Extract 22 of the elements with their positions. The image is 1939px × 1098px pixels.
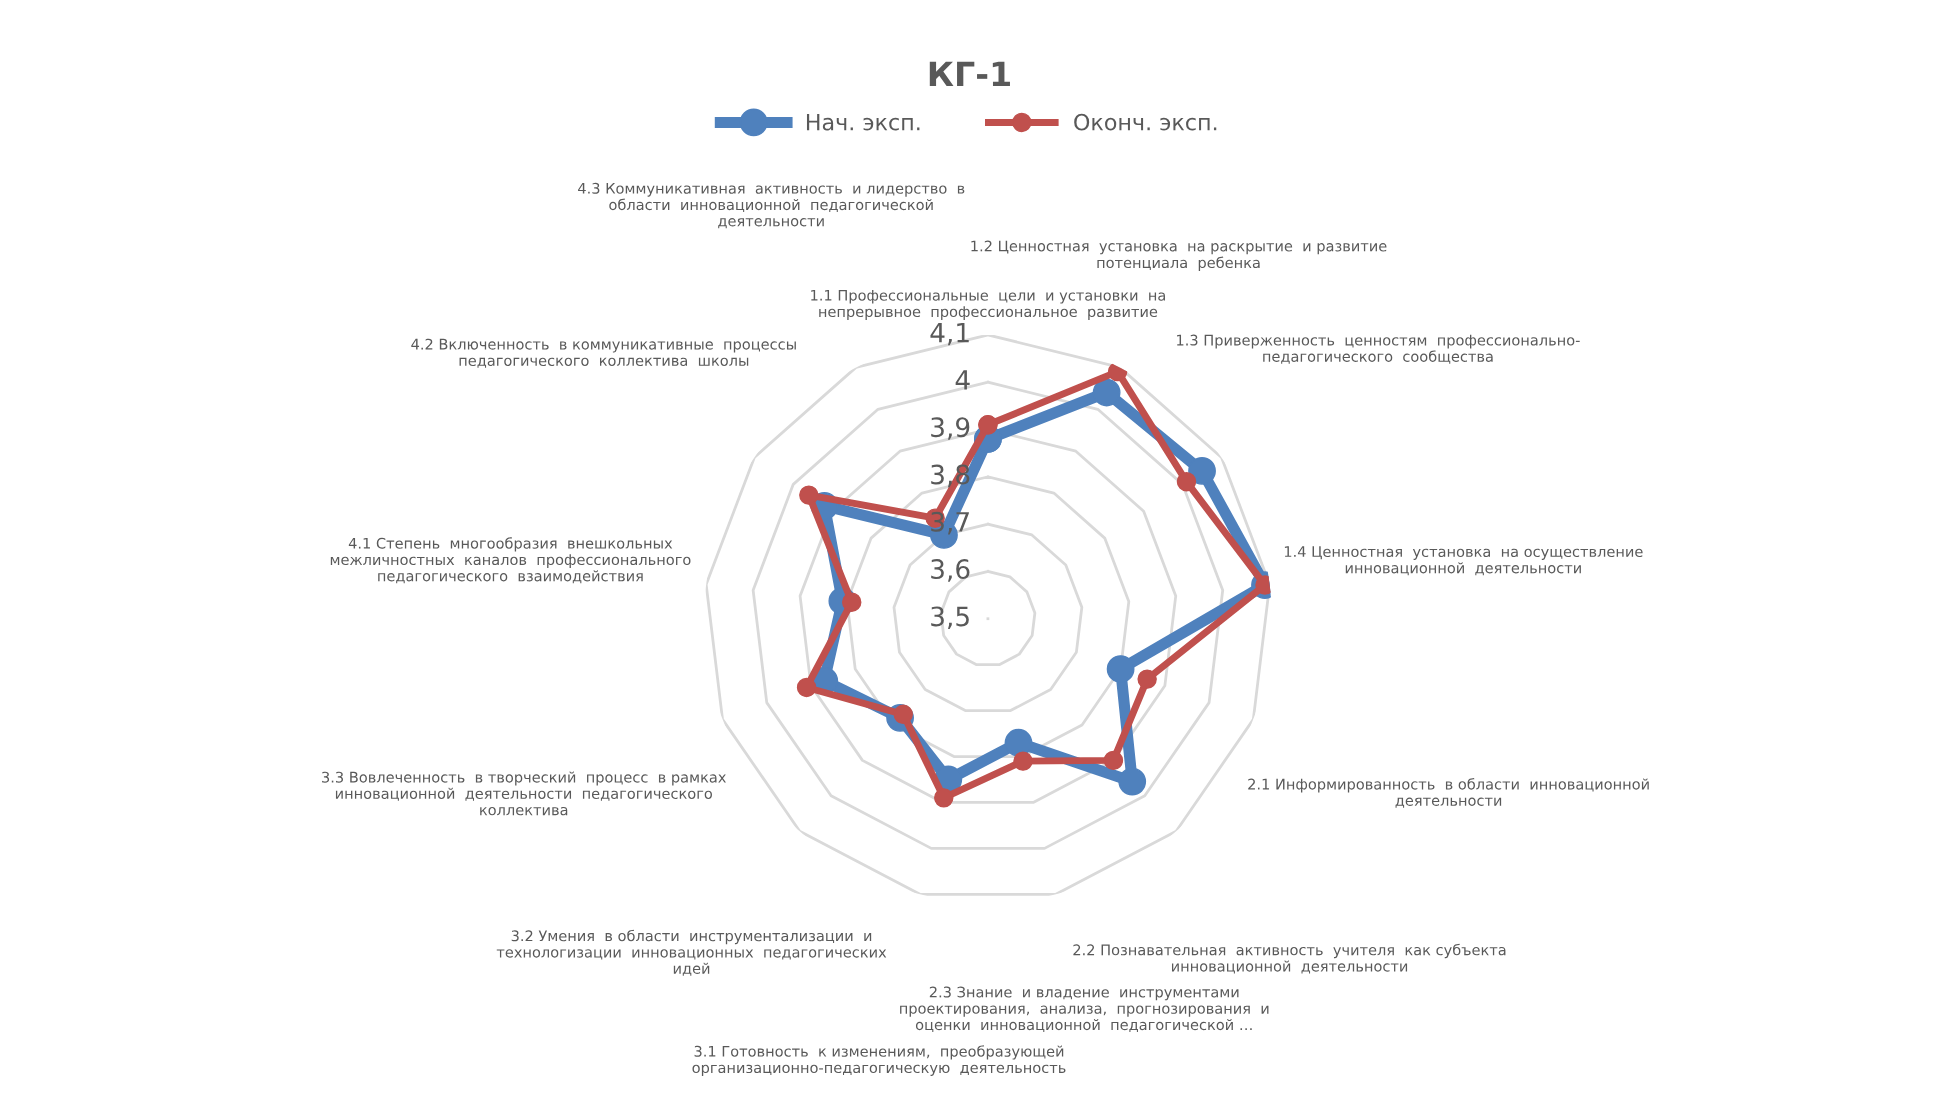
y-tick-label: 3,7	[931, 511, 969, 535]
y-tick-label: 3,5	[931, 606, 969, 630]
spoke-label: 1.3 Приверженность ценностям профессионально- педагогического сообщества	[1177, 334, 1580, 364]
y-tick-label: 3,9	[931, 417, 970, 440]
spoke-label: 4.2 Включенность в коммуникативные процессы педагогического коллектива школы	[411, 338, 796, 368]
spoke-label: 1.4 Ценностная установка на осуществление инновационной деятельности	[1284, 546, 1643, 576]
legend-label: Оконч. эксп.	[1074, 113, 1217, 131]
chart-title: КГ-1	[929, 61, 1010, 87]
spoke-label: 1.1 Профессиональные цели и установки на непрерывное профессиональное развитие	[811, 289, 1165, 320]
spoke-label: 2.2 Познавательная активность учителя как субъекта инновационной деятельности	[1073, 943, 1506, 974]
spoke-label: 2.1 Информированность в области инновационной деятельности	[1248, 778, 1649, 808]
spoke-label: 3.2 Умения в области инструментализации и технологизации инновационных педагогических идей	[496, 929, 887, 976]
spoke-label: 3.3 Вовлеченность в творческий процесс в рамках инновационной деятельности педагогического коллектива	[322, 771, 726, 816]
y-tick-label: 3,6	[931, 559, 970, 582]
legend-label: Нач. эксп.	[806, 114, 920, 131]
spoke-label: 4.1 Степень многообразия внешкольных межличностных каналов профессионального педагогического взаимодействия	[330, 537, 691, 584]
spoke-label: 2.3 Знание и владение инструментами проектирования, анализа, прогнозирования и оценки инновационной педагогической …	[900, 986, 1269, 1032]
spoke-label: 1.2 Ценностная установка на раскрытие и развитие потенциала ребенка	[971, 240, 1387, 271]
spoke-label: 3.1 Готовность к изменениям, преобразующей организационно-педагогическую деятельность	[692, 1045, 1066, 1076]
y-tick-label: 4	[955, 370, 970, 390]
spoke-label: 4.3 Коммуникативная активность и лидерство в области инновационной педагогической деятельности	[578, 182, 965, 229]
y-tick-label: 4,1	[930, 322, 969, 346]
